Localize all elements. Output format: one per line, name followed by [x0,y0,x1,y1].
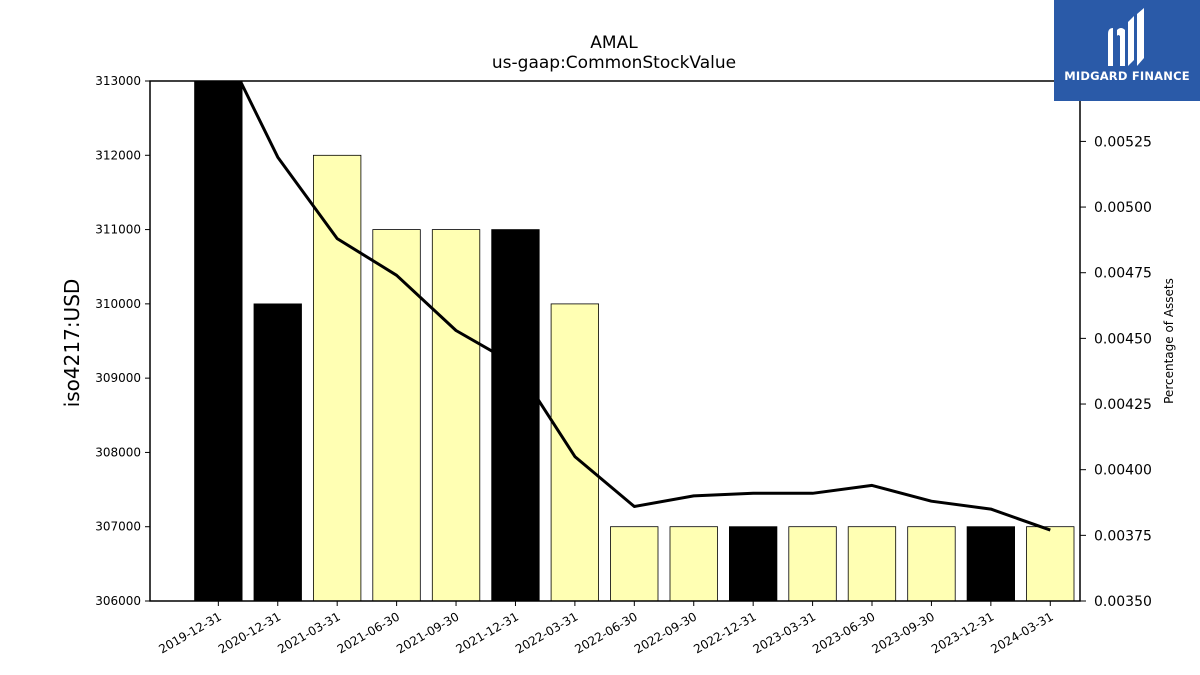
bar-2020-12-31 [253,303,302,602]
x-tick-label: 2023-12-31 [929,609,996,656]
y-tick-label: 310000 [95,297,141,311]
x-tick-label: 2021-03-31 [275,609,342,656]
y2-tick-label: 0.00500 [1094,200,1152,216]
y-tick-label: 313000 [95,74,141,88]
y-tick-label: 311000 [95,223,141,237]
x-tick-label: 2023-06-30 [810,609,877,656]
y-tick-label: 307000 [95,520,141,534]
bar-series [194,80,1075,602]
chart-subtitle: us-gaap:CommonStockValue [492,53,736,73]
percentage-line [238,80,1051,532]
bar-2021-03-31 [312,154,362,602]
logo-text: MIDGARD FINANCE [1064,69,1190,83]
bar-2022-12-31 [729,526,778,602]
y2-axis: 0.00350 0.00375 0.00400 0.00425 0.00450 0.004… [1080,134,1152,610]
bar-2023-06-30 [847,526,897,602]
bar-2019-12-31 [194,80,243,602]
bar-2023-03-31 [788,526,837,602]
y2-tick-label: 0.00525 [1094,134,1152,150]
y-tick-label: 308000 [95,445,141,459]
bar-2022-09-30 [669,526,718,602]
x-tick-label: 2023-09-30 [870,609,937,656]
y-tick-label: 312000 [95,148,141,162]
y-tick-label: 306000 [95,594,141,608]
x-tick-label: 2024-03-31 [988,609,1055,656]
y-axis: 306000 307000 308000 309000 310000 311000 3120… [95,74,150,608]
midgard-finance-logo: MIDGARD FINANCE [1054,0,1200,101]
y-tick-label: 309000 [95,371,141,385]
y2-tick-label: 0.00450 [1094,331,1152,347]
x-tick-label: 2021-12-31 [454,609,521,656]
logo-mark-icon [1108,8,1144,66]
chart-title: AMAL [590,33,638,53]
x-tick-label: 2022-06-30 [572,609,639,656]
x-tick-label: 2020-12-31 [216,609,283,656]
y2-tick-label: 0.00350 [1094,594,1152,610]
x-tick-label: 2021-06-30 [335,609,402,656]
bar-2024-03-31 [1026,526,1075,602]
y2-tick-label: 0.00475 [1094,266,1152,282]
bar-2021-06-30 [372,229,421,602]
y2-tick-label: 0.00400 [1094,463,1152,479]
x-tick-label: 2019-12-31 [156,609,223,656]
bar-2021-09-30 [431,229,481,602]
x-tick-label: 2022-12-31 [691,609,758,656]
y2-tick-label: 0.00425 [1094,397,1152,413]
x-tick-label: 2021-09-30 [394,609,461,656]
bar-2022-03-31 [550,303,599,602]
y2-tick-label: 0.00375 [1094,528,1152,544]
y-axis-label: iso4217:USD [60,279,84,408]
x-tick-label: 2022-03-31 [513,609,580,656]
x-tick-label: 2022-09-30 [632,609,699,656]
bar-2023-12-31 [966,526,1015,602]
bar-2023-09-30 [907,526,956,602]
bar-2022-06-30 [610,526,659,602]
y2-axis-label: Percentage of Assets [1162,278,1176,404]
bar-2021-12-31 [491,229,540,602]
x-axis: 2019-12-312020-12-312021-03-312021-06-30… [156,601,1056,656]
x-tick-label: 2023-03-31 [751,609,818,656]
plot-frame [149,80,1081,602]
